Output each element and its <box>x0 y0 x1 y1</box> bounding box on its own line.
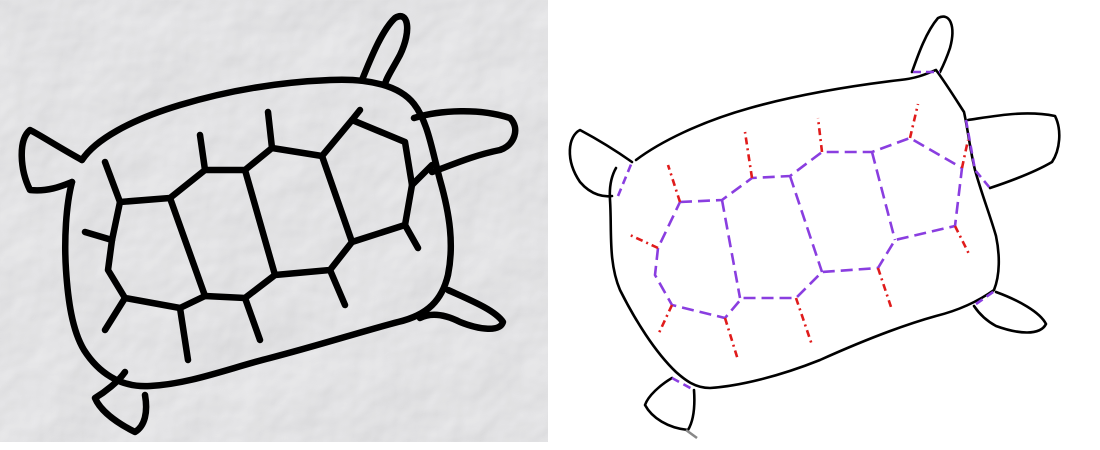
right-panel-segmentation <box>552 0 1100 450</box>
left-panel-sketch <box>0 0 548 442</box>
crumpled-paper-texture <box>0 0 548 442</box>
right-panel-background <box>552 0 1100 450</box>
